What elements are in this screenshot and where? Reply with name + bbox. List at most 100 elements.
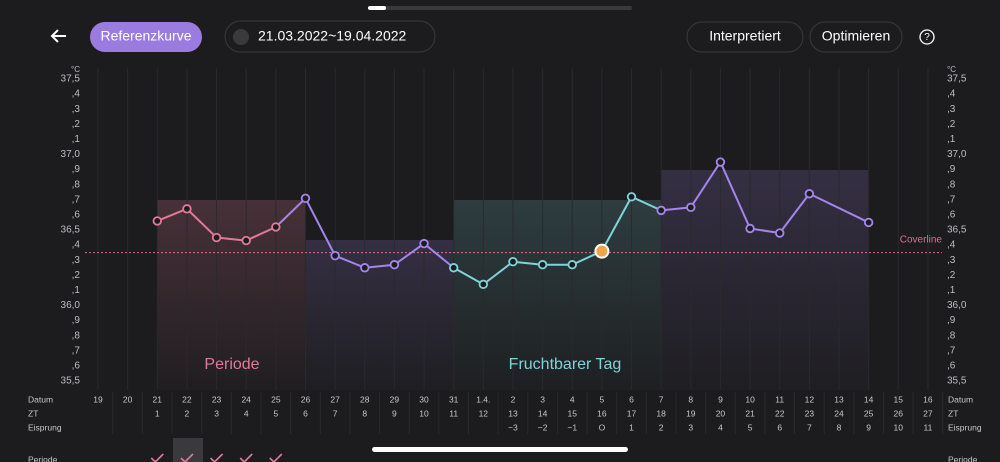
- data-point: [211, 232, 222, 243]
- row-cell: 9: [866, 422, 871, 432]
- row-cell: 26: [301, 394, 311, 404]
- data-point: [656, 205, 666, 216]
- row-cell: 2: [511, 394, 516, 404]
- row-cell: 13: [508, 408, 518, 418]
- row-label: Datum: [948, 394, 973, 404]
- y-tick-label: ,3: [947, 104, 956, 115]
- row-cell: 6: [629, 394, 634, 404]
- data-point: [537, 260, 548, 270]
- line-segment: [631, 195, 662, 212]
- row-cell: 24: [834, 408, 844, 418]
- scroll-thumb: [368, 6, 386, 10]
- line-segment: [186, 208, 218, 239]
- row-cell: 11: [449, 408, 458, 418]
- row-cell: 5: [273, 408, 278, 418]
- y-tick-label: ,8: [947, 330, 956, 341]
- line-segment: [304, 197, 337, 257]
- bottom-row-label: Periode: [28, 454, 58, 462]
- line-segment: [719, 161, 751, 229]
- y-tick-label: ,4: [947, 89, 956, 100]
- period-label: Periode: [204, 356, 259, 373]
- row-cell: 3: [214, 408, 219, 418]
- row-cell: 6: [777, 422, 782, 432]
- row-cell: 7: [659, 394, 664, 404]
- line-segment: [601, 196, 633, 252]
- interpret-label: Interpretiert: [709, 28, 781, 44]
- data-point: [478, 279, 489, 290]
- row-cell: 14: [864, 394, 874, 404]
- unit: °C: [71, 65, 80, 74]
- help-button[interactable]: [919, 29, 935, 45]
- y-tick-label: ,9: [947, 164, 956, 175]
- line-segment: [275, 197, 307, 228]
- unit: °C: [947, 65, 956, 74]
- y-tick-label: ,6: [947, 210, 956, 221]
- optimize-button[interactable]: [809, 21, 903, 53]
- row-cell: 16: [597, 408, 607, 418]
- y-tick-label: ,9: [72, 315, 81, 326]
- row-cell: 2: [185, 408, 190, 418]
- row-cell: 20: [123, 394, 133, 404]
- row-cell: 27: [923, 408, 933, 418]
- data-point: [775, 228, 785, 238]
- y-tick-label: 36,5: [947, 225, 967, 236]
- y-tick-label: ,8: [72, 179, 81, 190]
- period-check: [239, 453, 253, 462]
- line-segment: [512, 260, 543, 266]
- data-point: [241, 235, 251, 246]
- row-cell: 21: [153, 394, 163, 404]
- date-picker[interactable]: [224, 20, 436, 53]
- y-tick-label: ,9: [947, 315, 956, 326]
- y-tick-label: ,1: [947, 285, 956, 296]
- row-cell: 10: [419, 408, 429, 418]
- row-cell: 23: [212, 394, 222, 404]
- y-tick-label: ,8: [72, 330, 81, 341]
- y-tick-label: ,2: [947, 119, 956, 130]
- line-segment: [689, 161, 722, 208]
- data-point: [182, 204, 192, 214]
- row-cell: O: [599, 422, 606, 432]
- y-tick-label: ,6: [72, 210, 81, 221]
- y-tick-label: ,6: [72, 361, 81, 372]
- reference-button[interactable]: [90, 22, 202, 52]
- y-tick-label: ,8: [947, 179, 956, 190]
- data-point: [419, 238, 429, 249]
- y-tick-label: ,1: [947, 134, 956, 145]
- line-segment: [245, 226, 277, 242]
- line-segment: [778, 193, 811, 234]
- date-range: 21.03.2022~19.04.2022: [258, 28, 407, 44]
- line-segment: [216, 236, 247, 242]
- row-label: ZT: [28, 408, 38, 418]
- row-cell: 7: [333, 408, 338, 418]
- row-cell: 4: [244, 408, 249, 418]
- y-tick-label: ,6: [947, 361, 956, 372]
- row-cell: −1: [567, 422, 577, 432]
- row-cell: 24: [241, 394, 251, 404]
- row-cell: 8: [688, 394, 693, 404]
- y-tick-label: ,2: [72, 119, 81, 130]
- row-cell: 8: [362, 408, 367, 418]
- row-cell: 1.4.: [476, 394, 490, 404]
- line-segment: [749, 227, 780, 235]
- data-point: [271, 222, 281, 232]
- scroll-track: [368, 6, 632, 10]
- data-point: [389, 260, 400, 270]
- row-cell: 3: [688, 422, 693, 432]
- period-check: [180, 453, 194, 462]
- row-cell: 23: [805, 408, 815, 418]
- coverline-label: Coverline: [900, 234, 943, 245]
- line-segment: [156, 207, 188, 222]
- y-tick-label: 37,0: [947, 149, 967, 160]
- line-segment: [661, 206, 691, 212]
- y-tick-label: ,7: [72, 345, 81, 356]
- interpret-button[interactable]: [686, 21, 804, 53]
- fertile-label: Fruchtbarer Tag: [509, 356, 622, 373]
- line-segment: [808, 192, 870, 224]
- bottom-row-label: Periode: [948, 454, 978, 462]
- row-label: Datum: [28, 394, 53, 404]
- row-cell: 5: [600, 394, 605, 404]
- back-button[interactable]: [50, 29, 66, 43]
- data-point: [626, 192, 637, 202]
- data-point: [448, 263, 459, 273]
- y-tick-label: ,9: [72, 164, 81, 175]
